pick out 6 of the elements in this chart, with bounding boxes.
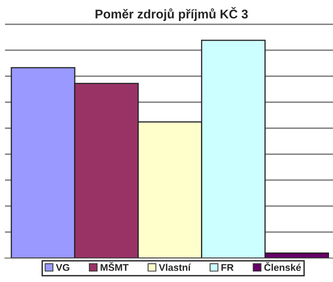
legend-label: Vlastní — [158, 264, 191, 271]
legend-label: FR — [221, 264, 234, 271]
legend-label: VG — [56, 264, 70, 271]
legend-label: MŠMT — [100, 262, 129, 271]
legend-label: Členské — [264, 262, 301, 271]
chart-title: Poměr zdrojů příjmů KČ 3 — [96, 7, 248, 21]
